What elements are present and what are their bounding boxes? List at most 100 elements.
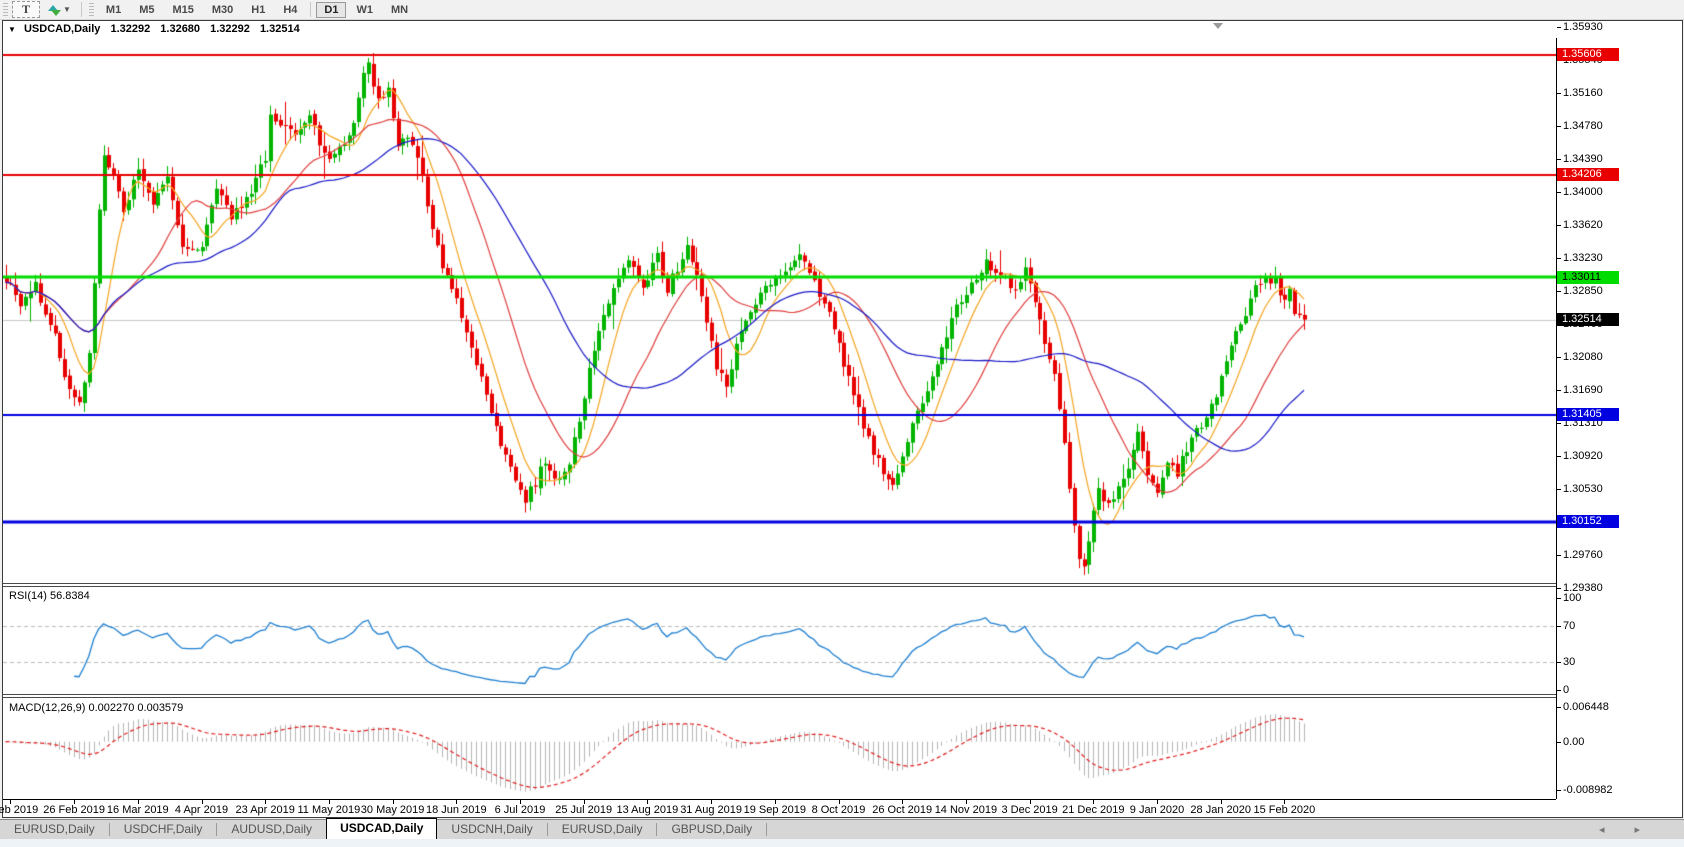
date-tick-label: 11 May 2019 (297, 804, 361, 816)
toolbar-grip-icon[interactable] (88, 3, 94, 16)
price-tick-mark (1557, 422, 1561, 424)
date-tick-label: 19 Sep 2019 (743, 804, 806, 816)
tab-separator (546, 823, 548, 836)
top-toolbar: T ▼ M1 M5 M15 M30 H1 H4 D1 W1 MN (0, 0, 1684, 20)
date-tick-mark (10, 800, 11, 804)
rsi-scale-label: 70 (1563, 619, 1576, 632)
level-badge: 1.35606 (1557, 48, 1619, 62)
date-tick-mark (265, 800, 266, 804)
price-tick-mark (1557, 158, 1561, 160)
tabbar-scroll-right-icon[interactable]: ▸ (1634, 824, 1670, 836)
timeframe-button-h4[interactable]: H4 (283, 3, 298, 16)
panel-divider[interactable] (3, 694, 1556, 698)
arrows-tool-icon (47, 4, 61, 16)
price-tick-label: 1.32080 (1563, 350, 1603, 363)
timeframe-button-d1[interactable]: D1 (316, 1, 347, 18)
price-tick-mark (1557, 290, 1561, 292)
price-tick-label: 1.34000 (1563, 186, 1603, 199)
panel-divider[interactable] (3, 583, 1556, 587)
date-tick-label: 21 Dec 2019 (1062, 804, 1125, 816)
date-tick-label: 3 Dec 2019 (1001, 804, 1058, 816)
timeframe-button-m30[interactable]: M30 (211, 3, 234, 16)
bottom-tab-6-gbpusd[interactable]: GBPUSD,Daily (671, 822, 753, 836)
date-tick-label: 15 Feb 2020 (1253, 804, 1316, 816)
date-tick-label: 6 Jul 2019 (494, 804, 546, 816)
price-tick-mark (1557, 192, 1561, 194)
price-tick-label: 1.32850 (1563, 284, 1603, 297)
chart-symbol-label: USDCAD,Daily (23, 23, 101, 35)
bottom-tab-5-eurusd[interactable]: EURUSD,Daily (561, 822, 643, 836)
date-tick-mark (456, 800, 457, 804)
toolbar-separator (310, 2, 312, 17)
rsi-canvas[interactable] (3, 587, 1556, 694)
macd-scale-label: 0.006448 (1563, 701, 1609, 713)
chart-tab-bar: EURUSD,Daily USDCHF,Daily AUDUSD,Daily USDC… (0, 818, 1684, 839)
symbol-dropdown-icon[interactable]: ▼ (8, 25, 16, 34)
rsi-tick-mark (1557, 690, 1561, 691)
dropdown-caret-icon: ▼ (63, 5, 71, 14)
price-tick-mark (1557, 456, 1561, 458)
tabbar-scroll-icons[interactable]: ◂▸ (1599, 823, 1670, 836)
level-badge: 1.34206 (1557, 168, 1619, 182)
rsi-scale-label: 100 (1563, 592, 1582, 604)
timeframe-button-m15[interactable]: M15 (172, 3, 194, 16)
level-badge: 1.33011 (1557, 270, 1619, 284)
price-tick-label: 1.34390 (1563, 152, 1603, 165)
date-tick-mark (520, 800, 521, 804)
timeframe-button-w1[interactable]: W1 (356, 3, 373, 16)
rsi-scale-label: 30 (1563, 656, 1576, 669)
tab-separator (656, 823, 658, 836)
bottom-tab-2-audusd[interactable]: AUDUSD,Daily (231, 822, 313, 836)
price-tick-label: 1.29760 (1563, 549, 1603, 562)
date-tick-label: 4 Apr 2019 (174, 804, 229, 816)
date-tick-label: 28 Jan 2020 (1190, 804, 1251, 816)
date-tick-mark (1284, 800, 1285, 804)
date-tick-label: 26 Oct 2019 (872, 804, 933, 816)
bottom-tab-0-eurusd[interactable]: EURUSD,Daily (14, 822, 95, 836)
price-tick-label: 1.33620 (1563, 218, 1603, 231)
timeframe-button-h1[interactable]: H1 (251, 3, 266, 16)
date-tick-label: 25 Jul 2019 (555, 804, 613, 816)
macd-label: MACD(12,26,9) 0.002270 0.003579 (9, 702, 184, 714)
timeframe-button-mn[interactable]: MN (390, 3, 409, 16)
tabbar-scroll-left-icon[interactable]: ◂ (1598, 824, 1635, 836)
date-tick-mark (711, 800, 712, 804)
rsi-label: RSI(14) 56.8384 (9, 590, 90, 602)
rsi-tick-mark (1557, 662, 1561, 664)
bottom-tab-4-usdcnh[interactable]: USDCNH,Daily (451, 822, 533, 836)
date-tick-mark (902, 800, 903, 804)
ohlc-close: 1.32514 (259, 23, 300, 35)
rsi-tick-mark (1557, 625, 1561, 627)
price-tick-label: 1.33230 (1563, 252, 1603, 265)
price-tick-label: 1.35930 (1563, 21, 1603, 34)
bottom-tab-1-usdchf[interactable]: USDCHF,Daily (123, 822, 203, 836)
bottom-tab-3-usdcad[interactable]: USDCAD,Daily (326, 818, 438, 839)
level-badge: 1.31405 (1557, 408, 1619, 422)
main-chart-canvas[interactable] (3, 38, 1556, 583)
macd-tick-mark (1557, 707, 1561, 708)
macd-tick-mark (1557, 741, 1561, 743)
arrows-tool-button[interactable]: ▼ (42, 1, 76, 18)
rsi-tick-mark (1557, 598, 1561, 599)
date-tick-label: 30 May 2019 (360, 804, 425, 816)
chart-shift-marker-icon[interactable] (1213, 23, 1223, 29)
date-tick-mark (1221, 800, 1222, 804)
ohlc-open: 1.32292 (110, 23, 151, 35)
text-tool-button[interactable]: T (12, 1, 40, 18)
date-tick-label: 16 Mar 2019 (106, 804, 169, 816)
price-tick-label: 1.34780 (1563, 119, 1603, 132)
price-tick-mark (1557, 587, 1561, 589)
timeframe-button-m1[interactable]: M1 (105, 3, 122, 16)
price-tick-label: 1.29380 (1563, 581, 1603, 594)
tab-separator (216, 823, 218, 836)
date-tick-mark (1030, 800, 1031, 804)
price-tick-mark (1557, 258, 1561, 260)
date-tick-mark (138, 800, 139, 804)
timeframe-button-m5[interactable]: M5 (139, 3, 155, 16)
macd-canvas[interactable] (3, 698, 1556, 799)
date-tick-mark (966, 800, 967, 804)
date-tick-mark (1157, 800, 1158, 804)
level-badge: 1.30152 (1557, 515, 1619, 529)
toolbar-grip-icon[interactable] (3, 3, 8, 16)
price-tick-mark (1557, 356, 1561, 358)
